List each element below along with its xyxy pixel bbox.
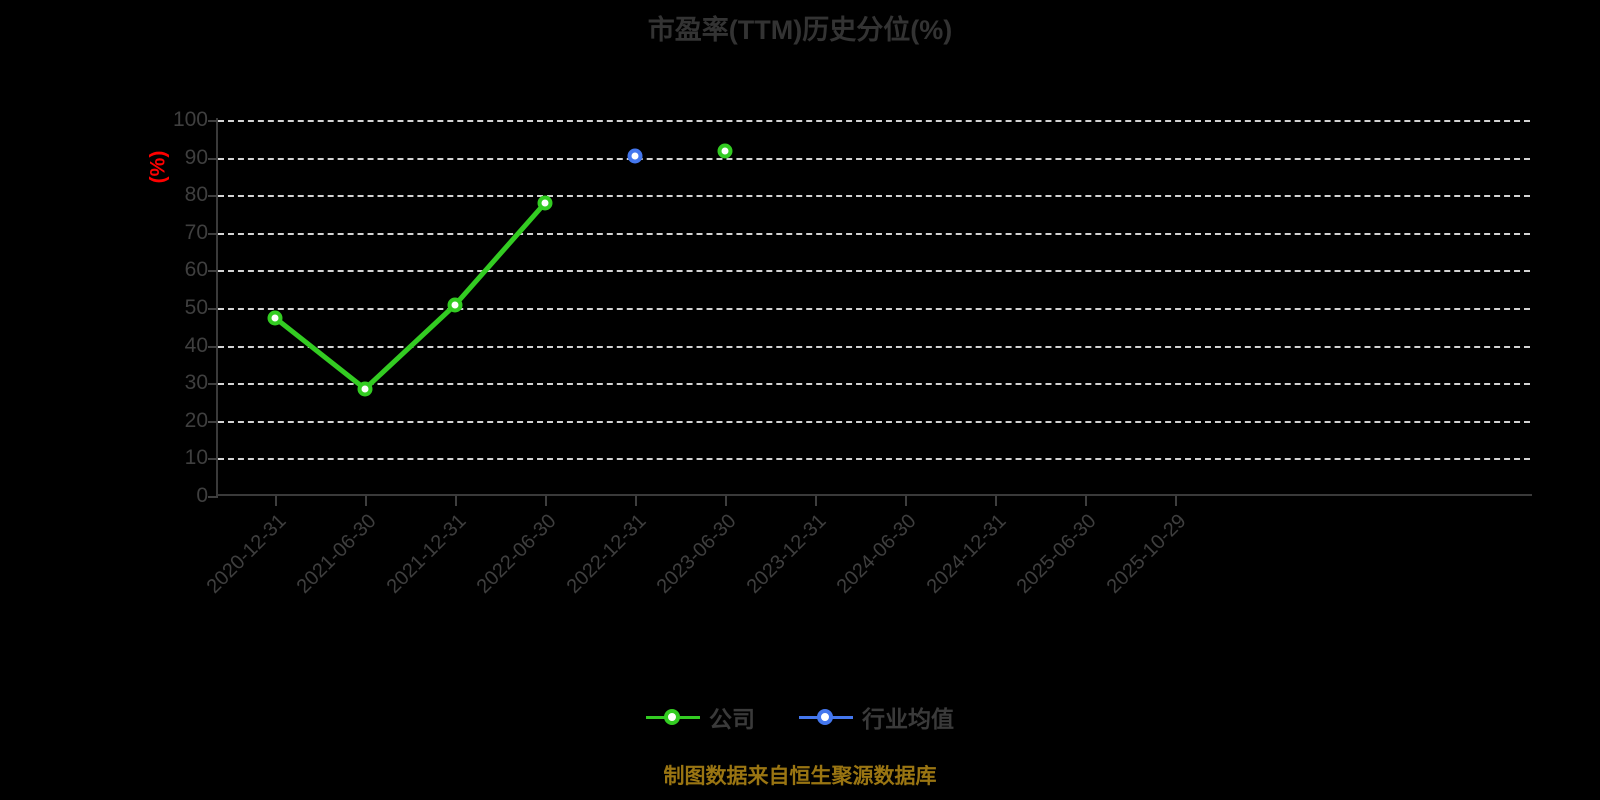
gridline (218, 345, 1530, 348)
x-axis-tick-label: 2020-12-31 (202, 510, 291, 598)
data-point[interactable] (627, 148, 643, 164)
x-axis-tick-label: 2024-12-31 (922, 510, 1011, 598)
gridline (218, 458, 1530, 461)
x-axis-tick-mark (725, 496, 727, 506)
legend-marker-icon (646, 708, 700, 726)
legend-marker-icon (799, 708, 853, 726)
x-axis-tick-mark (365, 496, 367, 506)
gridline (218, 420, 1530, 423)
y-axis-tick-mark (208, 496, 218, 498)
x-axis-tick-label: 2021-06-30 (292, 510, 381, 598)
y-axis-tick-mark (208, 157, 218, 160)
y-axis-tick-label: 30 (184, 371, 208, 395)
y-axis-tick-label: 60 (184, 258, 208, 282)
x-axis-tick-label: 2022-06-30 (472, 510, 561, 598)
x-axis-tick-mark (905, 496, 907, 506)
y-axis-tick-label: 20 (184, 408, 208, 432)
x-axis-tick-label: 2025-10-29 (1102, 510, 1191, 598)
series-line (273, 201, 547, 393)
y-axis-tick-mark (208, 383, 218, 386)
x-axis-tick-mark (455, 496, 457, 506)
x-axis-tick-label: 2023-12-31 (742, 510, 831, 598)
y-axis-tick-mark (208, 458, 218, 461)
x-axis-line (216, 494, 1532, 496)
gridline (218, 270, 1530, 273)
x-axis-tick-label: 2023-06-30 (652, 510, 741, 598)
x-axis-tick-label: 2024-06-30 (832, 510, 921, 598)
y-axis-tick-label: 100 (172, 108, 208, 131)
y-axis-unit-label: (%) (146, 150, 170, 184)
y-axis-tick-label: 0 (196, 484, 208, 507)
y-axis-tick-label: 70 (184, 220, 208, 244)
y-axis-tick-mark (208, 195, 218, 198)
x-axis-tick-mark (995, 496, 997, 506)
y-axis-tick-mark (208, 345, 218, 348)
x-axis-tick-mark (1085, 496, 1087, 506)
data-point[interactable] (267, 310, 283, 326)
x-axis-tick-mark (815, 496, 817, 506)
gridline (218, 120, 1530, 122)
gridline (218, 383, 1530, 386)
gridline (218, 157, 1530, 160)
y-axis-tick-label: 10 (184, 446, 208, 470)
y-axis-tick-mark (208, 308, 218, 310)
legend-label: 公司 (709, 706, 755, 732)
x-axis-tick-mark (1175, 496, 1177, 506)
y-axis-tick-mark (208, 420, 218, 423)
y-axis-tick-mark (208, 232, 218, 235)
x-axis-tick-label: 2022-12-31 (562, 510, 651, 598)
page-title: 市盈率(TTM)历史分位(%) (647, 15, 953, 45)
data-point[interactable] (717, 143, 733, 159)
footer-note: 制图数据来自恒生聚源数据库 (663, 765, 937, 788)
legend-label: 行业均值 (862, 706, 954, 732)
gridline (218, 232, 1530, 235)
data-point[interactable] (357, 381, 373, 397)
x-axis-tick-mark (635, 496, 637, 506)
data-point[interactable] (537, 195, 553, 211)
data-point[interactable] (447, 297, 463, 313)
x-axis-tick-mark (275, 496, 277, 506)
y-axis-tick-label: 90 (184, 145, 208, 169)
gridline (218, 308, 1530, 310)
y-axis-tick-label: 80 (184, 183, 208, 207)
gridline (218, 195, 1530, 198)
y-axis-tick-mark (208, 270, 218, 273)
x-axis-tick-label: 2021-12-31 (382, 510, 471, 598)
legend-item-industry[interactable]: 行业均值 (799, 700, 954, 734)
legend-item-company[interactable]: 公司 (646, 700, 755, 734)
y-axis-tick-label: 40 (184, 333, 208, 357)
y-axis-tick-label: 50 (184, 296, 208, 319)
y-axis-tick-mark (208, 120, 218, 122)
legend: 公司 行业均值 (0, 700, 1600, 734)
x-axis-tick-mark (545, 496, 547, 506)
x-axis-tick-label: 2025-06-30 (1012, 510, 1101, 598)
